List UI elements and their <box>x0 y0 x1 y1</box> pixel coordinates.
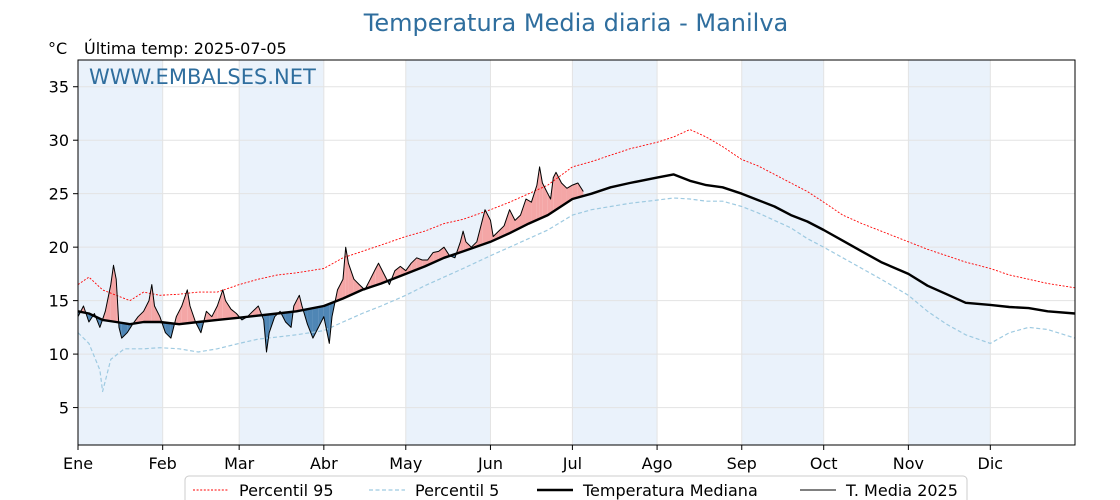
month-band <box>741 60 824 445</box>
series-line-percentil-95 <box>77 129 1076 302</box>
y-tick-label: 15 <box>49 292 69 311</box>
y-tick-label: 35 <box>49 78 69 97</box>
fill-above-median <box>293 295 300 312</box>
fill-above-median <box>531 185 537 223</box>
unit-label: °C <box>48 39 67 58</box>
x-tick-label: Mar <box>224 454 255 473</box>
fill-above-median <box>348 263 354 297</box>
month-band <box>572 60 658 445</box>
fill-above-median <box>463 231 466 252</box>
x-tick-label: Jun <box>477 454 503 473</box>
x-tick-label: Ago <box>642 454 673 473</box>
legend-label: Percentil 5 <box>415 481 499 500</box>
fill-above-median <box>370 268 376 288</box>
fill-above-median <box>138 311 144 323</box>
fill-above-median <box>556 172 562 210</box>
fill-above-median <box>416 257 423 270</box>
fill-above-median <box>536 166 540 220</box>
fill-above-median <box>525 199 532 225</box>
fill-above-median <box>572 182 578 200</box>
y-tick-label: 20 <box>49 238 69 257</box>
fill-above-median <box>187 289 190 324</box>
fill-above-median <box>460 231 464 253</box>
month-band <box>239 60 324 445</box>
fill-above-median <box>176 305 182 324</box>
x-tick-label: Ene <box>63 454 93 473</box>
month-band <box>908 60 991 445</box>
series-line-t-media-2025 <box>77 166 584 353</box>
fill-below-median <box>266 314 270 352</box>
fill-above-median <box>337 279 343 301</box>
fill-above-median <box>181 289 188 324</box>
y-tick-label: 10 <box>49 345 69 364</box>
fill-above-median <box>509 209 516 234</box>
fill-above-median <box>154 305 160 323</box>
fill-above-median <box>547 193 551 216</box>
x-axis-ticks: Ene Feb Mar Abr May Jun Jul Ago Sep Oct Nov Dic <box>63 445 1003 473</box>
legend-label: Percentil 95 <box>239 481 334 500</box>
fill-above-median <box>230 309 237 319</box>
series-line-temperatura-mediana <box>77 173 1076 326</box>
fill-above-median <box>375 263 379 286</box>
fill-above-median <box>113 265 117 323</box>
month-band <box>405 60 491 445</box>
fill-below-median <box>307 308 313 339</box>
fill-above-median <box>504 209 510 236</box>
last-temp-label: Última temp: 2025-07-05 <box>84 39 287 58</box>
series-line-percentil-5 <box>77 197 1076 393</box>
legend: Percentil 95 Percentil 5 Temperatura Media… <box>184 475 968 500</box>
y-axis-ticks: 5 10 15 20 25 30 35 <box>49 78 78 418</box>
fill-above-median <box>110 265 114 322</box>
fill-above-median <box>149 284 152 323</box>
fill-above-median <box>394 266 401 279</box>
x-tick-label: May <box>389 454 422 473</box>
y-tick-label: 30 <box>49 131 69 150</box>
x-tick-label: Feb <box>149 454 177 473</box>
month-band <box>78 60 163 445</box>
fill-above-median <box>520 199 526 228</box>
fill-above-median <box>561 182 567 207</box>
fill-above-median <box>378 263 384 285</box>
fill-below-median <box>285 311 292 328</box>
fill-below-median <box>323 303 330 344</box>
fill-above-median <box>217 289 223 320</box>
fill-above-median <box>577 182 584 198</box>
chart-title: Temperatura Media diaria - Manilva <box>363 9 788 37</box>
fill-above-median <box>353 279 360 294</box>
x-tick-label: Jul <box>562 454 582 473</box>
alternating-month-bands <box>78 60 991 445</box>
fill-below-median <box>121 322 128 339</box>
x-tick-label: Dic <box>978 454 1004 473</box>
fill-above-median <box>411 257 417 272</box>
fill-above-median <box>225 300 231 320</box>
fill-above-median <box>553 172 557 212</box>
fill-above-median <box>515 215 521 231</box>
x-tick-label: Abr <box>310 454 338 473</box>
fill-above-median <box>222 289 226 320</box>
legend-label: Temperatura Mediana <box>582 481 758 500</box>
y-tick-label: 5 <box>59 399 69 418</box>
fill-below-median <box>318 305 324 328</box>
fill-above-median <box>252 305 259 317</box>
plot-frame <box>77 59 1076 446</box>
fill-above-median <box>566 185 573 203</box>
fill-below-median <box>165 322 171 339</box>
x-tick-label: Nov <box>893 454 924 473</box>
fill-above-median <box>143 300 150 323</box>
fill-above-median <box>206 311 212 322</box>
y-tick-label: 25 <box>49 185 69 204</box>
x-tick-label: Oct <box>810 454 838 473</box>
series-lines <box>77 129 1076 393</box>
x-tick-label: Sep <box>727 454 757 473</box>
legend-label: T. Media 2025 <box>845 481 958 500</box>
legend-box <box>184 475 968 500</box>
watermark: WWW.EMBALSES.NET <box>89 65 316 89</box>
fill-below-median <box>312 307 319 339</box>
